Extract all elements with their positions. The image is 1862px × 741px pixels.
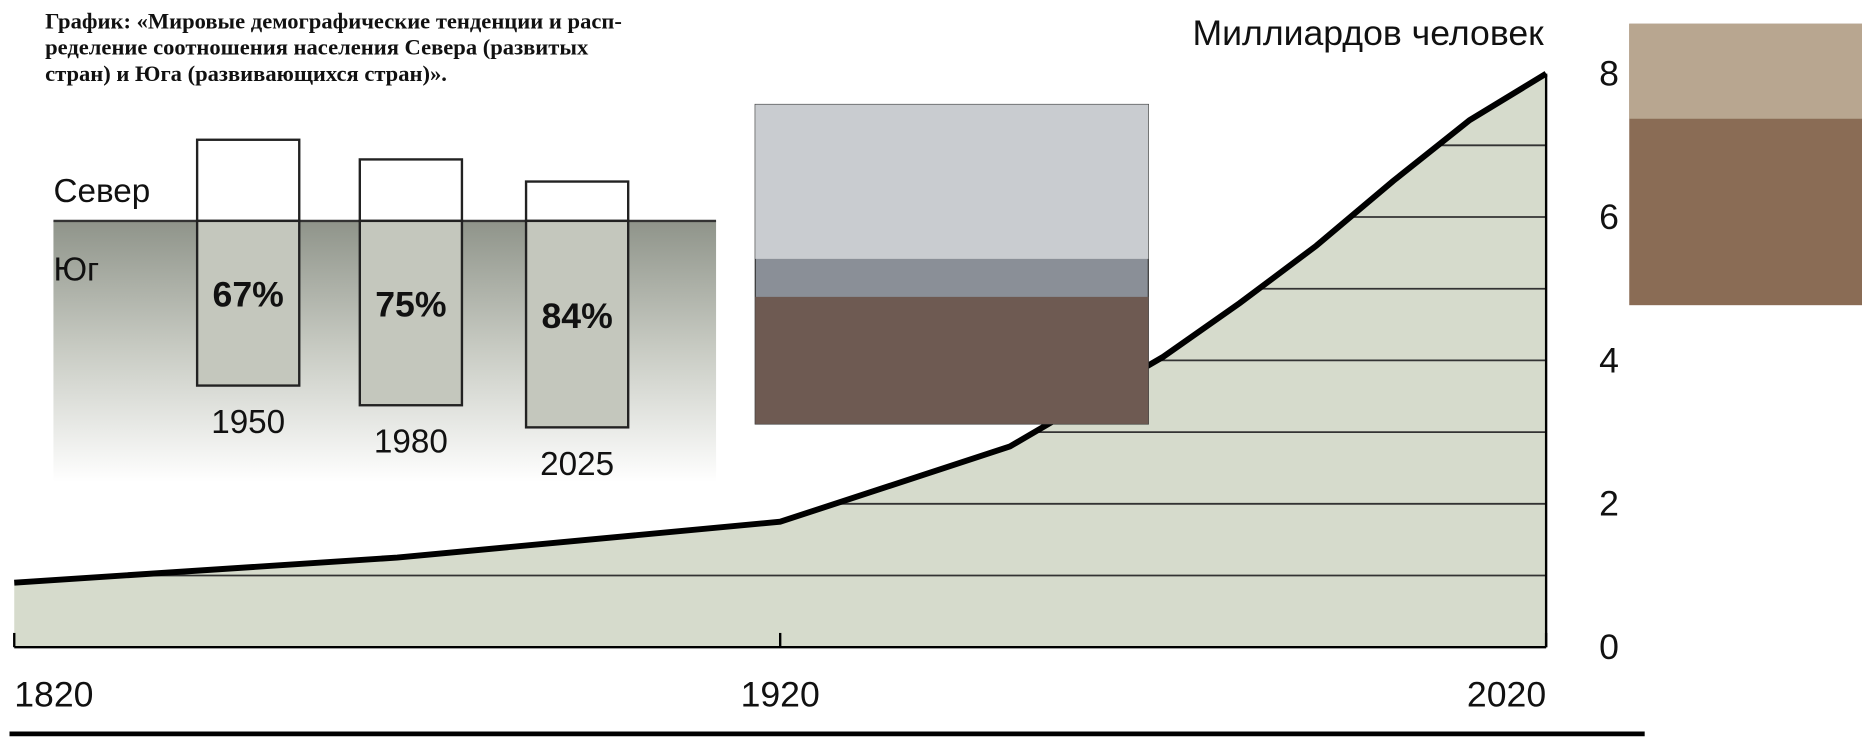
- x-tick-label: 2020: [1467, 675, 1546, 715]
- north-box: [526, 182, 628, 221]
- category-label: 2025: [540, 446, 614, 483]
- x-tick-label: 1820: [14, 675, 93, 715]
- photo-bg: [1629, 24, 1862, 119]
- value-label: 84%: [541, 296, 612, 336]
- y-axis-label: Миллиардов человек: [1193, 13, 1545, 53]
- value-label: 67%: [213, 275, 284, 315]
- y-tick-label: 0: [1599, 627, 1619, 667]
- title-line: График: «Мировые демографические тенденц…: [45, 9, 622, 34]
- page: График: «Мировые демографические тенденц…: [0, 0, 1862, 741]
- y-tick-label: 2: [1599, 484, 1619, 524]
- category-label: 1980: [374, 424, 448, 461]
- y-tick-label: 4: [1599, 340, 1619, 380]
- region-label: Север: [53, 173, 150, 210]
- title-line: ределение соотношения населения Севера (…: [45, 35, 589, 60]
- north-box: [360, 159, 462, 220]
- value-label: 75%: [375, 285, 446, 325]
- north-box: [197, 140, 299, 221]
- category-label: 1950: [211, 404, 285, 441]
- x-tick-label: 1920: [741, 675, 820, 715]
- photo-sky: [755, 105, 1148, 259]
- y-tick-label: 6: [1599, 197, 1619, 237]
- y-tick-label: 8: [1599, 54, 1619, 94]
- title-line: стран) и Юга (развивающихся стран)».: [45, 61, 447, 86]
- region-label: Юг: [53, 251, 99, 288]
- photo-crowd: [755, 297, 1148, 424]
